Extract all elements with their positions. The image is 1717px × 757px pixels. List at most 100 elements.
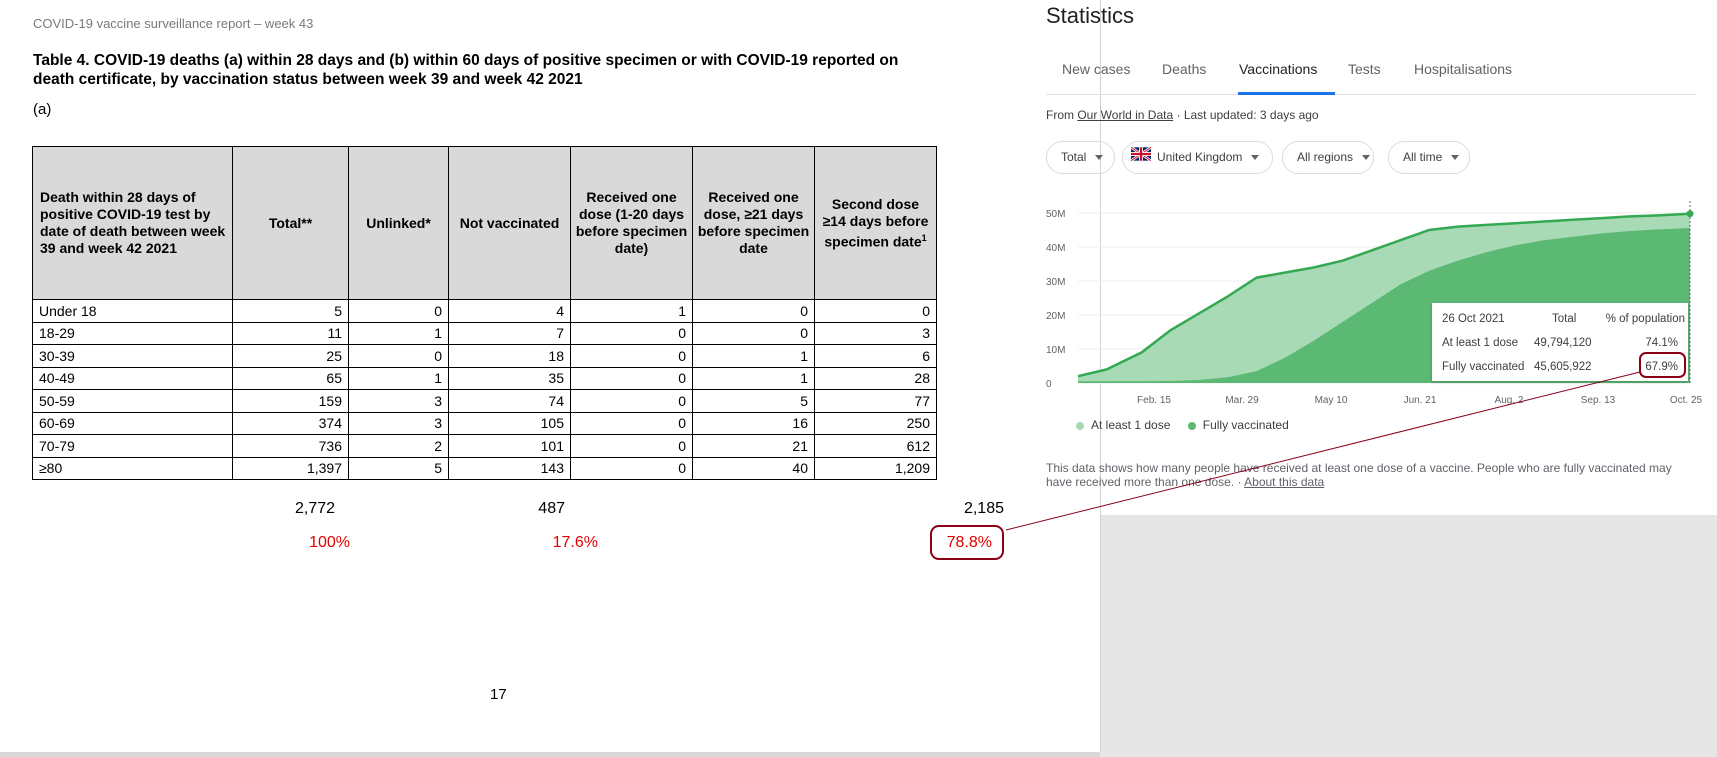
page-edge (0, 752, 1100, 757)
tab-hospitalisations[interactable]: Hospitalisations (1414, 61, 1513, 77)
country-value: United Kingdom (1157, 150, 1243, 164)
column-header-total: Total** (232, 146, 349, 300)
chevron-down-icon (1451, 155, 1460, 161)
row-label: 70-79 (32, 434, 233, 458)
table-cell: 0 (692, 321, 815, 345)
row-label: 40-49 (32, 366, 233, 390)
highlight-circle-percent (930, 525, 1004, 560)
y-tick-label: 10M (1046, 345, 1065, 356)
tab-new-cases[interactable]: New cases (1062, 61, 1131, 77)
tooltip-row-total: 49,794,120 (1534, 337, 1592, 349)
region-dropdown[interactable]: All regions (1282, 141, 1374, 174)
page-number: 17 (490, 686, 507, 703)
footnote-marker: 1 (921, 232, 927, 243)
uk-flag-icon (1130, 142, 1152, 173)
y-tick-label: 0 (1046, 379, 1052, 390)
column-header-one-dose-early: Received one dose (1-20 days before spec… (570, 146, 693, 300)
not-vaccinated-sum: 487 (538, 500, 565, 517)
statistics-title: Statistics (1046, 3, 1135, 28)
second-dose-percent: 78.8% (946, 534, 992, 551)
legend-swatch-at-least-one (1076, 421, 1084, 430)
table-cell: 6 (814, 344, 937, 368)
table-row: Under 18 5 0 4 1 0 0 (32, 299, 937, 323)
tab-vaccinations[interactable]: Vaccinations (1239, 61, 1318, 77)
table-cell: 0 (348, 344, 449, 368)
legend-label: At least 1 dose (1091, 418, 1171, 432)
table-row: 70-79 736 2 101 0 21 612 (32, 434, 937, 458)
source-link[interactable]: Our World in Data (1077, 108, 1174, 122)
statistics-panel: Statistics New cases Deaths Vaccinations… (1046, 0, 1717, 515)
tab-deaths[interactable]: Deaths (1162, 61, 1207, 77)
last-updated: · Last updated: 3 days ago (1173, 108, 1319, 122)
row-label: 18-29 (32, 321, 233, 345)
tooltip-row-pct: 67.9% (1645, 361, 1678, 373)
x-tick-label: Jun. 21 (1404, 395, 1437, 406)
table-caption: Table 4. COVID-19 deaths (a) within 28 d… (33, 52, 899, 88)
table-cell: 1,397 (232, 456, 349, 480)
tooltip-row-label: At least 1 dose (1442, 337, 1519, 349)
table-cell: 0 (570, 321, 693, 345)
data-note: This data shows how many people have rec… (1046, 461, 1672, 489)
table-cell: 16 (692, 411, 815, 435)
period-dropdown[interactable]: All time (1388, 141, 1470, 174)
tooltip-row-label: Fully vaccinated (1442, 361, 1525, 373)
table-row: 50-59 159 3 74 0 5 77 (32, 389, 937, 413)
table-cell: 5 (232, 299, 349, 323)
table-cell: 18 (448, 344, 571, 368)
table-cell: 35 (448, 366, 571, 390)
table-cell: 0 (570, 344, 693, 368)
table-cell: 11 (232, 321, 349, 345)
chart-tooltip: 26 Oct 2021 Total % of population At lea… (1432, 303, 1688, 381)
note-text: This data shows how many people have rec… (1046, 461, 1672, 489)
table-cell: 1 (692, 366, 815, 390)
tooltip-total-header: Total (1552, 313, 1577, 325)
data-source: From Our World in Data · Last updated: 3… (1046, 108, 1319, 122)
measure-value: Total (1061, 150, 1087, 164)
row-label: Under 18 (32, 299, 233, 323)
table-row: 60-69 374 3 105 0 16 250 (32, 411, 937, 435)
chart-legend: At least 1 dose Fully vaccinated (1076, 418, 1289, 432)
not-vaccinated-percent: 17.6% (552, 534, 598, 551)
report-page: COVID-19 vaccine surveillance report – w… (32, 0, 1101, 752)
y-tick-label: 20M (1046, 311, 1065, 322)
y-tick-label: 40M (1046, 243, 1065, 254)
table-cell: 3 (348, 389, 449, 413)
x-tick-label: Mar. 29 (1225, 395, 1259, 406)
tab-tests[interactable]: Tests (1348, 61, 1381, 77)
about-data-link[interactable]: About this data (1244, 475, 1325, 489)
table-header-row: Death within 28 days of positive COVID-1… (32, 146, 937, 300)
tooltip-date: 26 Oct 2021 (1442, 313, 1505, 325)
column-header-second-dose-text: Second dose ≥14 days before specimen dat… (822, 195, 929, 250)
table-cell: 77 (814, 389, 937, 413)
table-cell: 3 (814, 321, 937, 345)
column-header-one-dose-21days: Received one dose, ≥21 days before speci… (692, 146, 815, 300)
table-cell: 5 (692, 389, 815, 413)
country-dropdown[interactable]: United Kingdom (1122, 141, 1273, 174)
table-cell: 1 (692, 344, 815, 368)
measure-dropdown[interactable]: Total (1046, 141, 1115, 174)
table-cell: 0 (692, 299, 815, 323)
column-header-second-dose: Second dose ≥14 days before specimen dat… (814, 146, 937, 300)
total-percent: 100% (309, 534, 350, 551)
table-cell: 374 (232, 411, 349, 435)
table-row: 40-49 65 1 35 0 1 28 (32, 366, 937, 390)
region-value: All regions (1297, 150, 1354, 164)
table-cell: 1 (348, 366, 449, 390)
table-cell: 0 (570, 411, 693, 435)
tooltip-row-pct: 74.1% (1645, 337, 1678, 349)
report-header: COVID-19 vaccine surveillance report – w… (33, 16, 314, 31)
table-cell: 21 (692, 434, 815, 458)
row-label: 60-69 (32, 411, 233, 435)
table-body: Under 18 5 0 4 1 0 0 18-29 11 1 7 0 0 3 30-39 25 0 18 0 1 6 4… (32, 299, 937, 480)
table-cell: 28 (814, 366, 937, 390)
background-panel (1100, 515, 1717, 757)
deaths-table: Death within 28 days of positive COVID-1… (32, 146, 937, 480)
table-cell: 250 (814, 411, 937, 435)
table-cell: 159 (232, 389, 349, 413)
column-header-unlinked: Unlinked* (348, 146, 449, 300)
table-cell: 143 (448, 456, 571, 480)
chevron-down-icon (1251, 155, 1260, 161)
table-cell: 0 (570, 434, 693, 458)
highlight-circle-tooltip (1639, 352, 1686, 378)
table-cell: 736 (232, 434, 349, 458)
